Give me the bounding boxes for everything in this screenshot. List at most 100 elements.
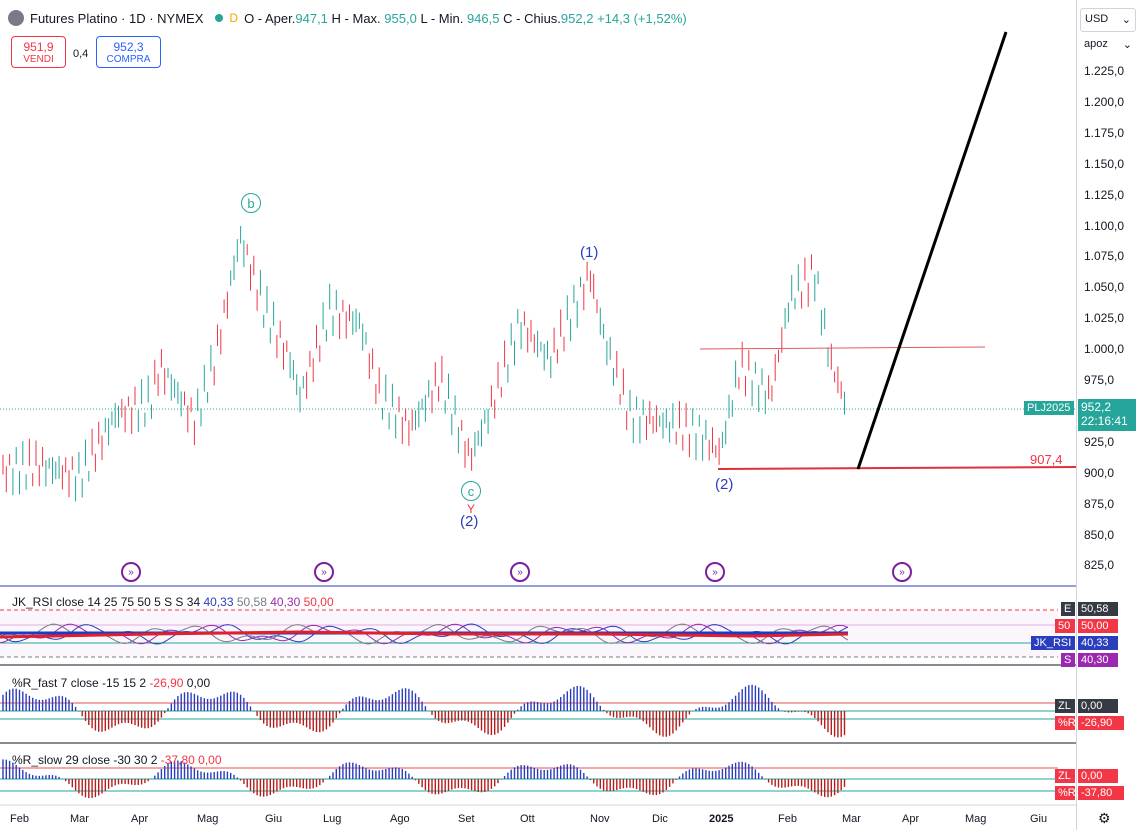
event-arrow-icon[interactable]: »: [510, 562, 530, 582]
symbol-title[interactable]: Futures Platino · 1D · NYMEX: [30, 10, 204, 26]
spread-value: 0,4: [73, 48, 89, 60]
wave-label-c[interactable]: c: [461, 481, 481, 501]
month-label: Lug: [323, 813, 342, 825]
month-label: Giu: [1030, 813, 1048, 825]
rfast-v1: -26,90: [149, 676, 184, 690]
sell-price: 951,9: [23, 40, 54, 54]
open-value: 947,1: [295, 10, 328, 26]
symbol-tag: PLJ2025: [1024, 401, 1074, 415]
wave-label-y[interactable]: Y: [467, 502, 476, 516]
event-arrow-icon[interactable]: »: [892, 562, 912, 582]
settings-gear-icon[interactable]: ⚙: [1098, 810, 1111, 826]
last-price-tag: 952,2 22:16:41: [1078, 399, 1136, 431]
projection-line[interactable]: [856, 31, 1008, 470]
month-label: Feb: [778, 813, 797, 825]
price-tick: 925,0: [1084, 434, 1115, 449]
rslow-title[interactable]: %R_slow 29 close -30 30 2 -37,80 0,00: [12, 753, 222, 767]
wave-label-1[interactable]: (1): [580, 244, 599, 261]
rfast-histogram: [2, 684, 846, 738]
high-label: H - Max.: [331, 10, 381, 26]
rfast-v2: 0,00: [186, 676, 211, 690]
price-tick: 850,0: [1084, 527, 1115, 542]
market-status-icon[interactable]: [215, 14, 224, 22]
month-label: Dic: [652, 813, 668, 825]
rsi-v2: 50,58: [236, 595, 267, 609]
price-tick: 900,0: [1084, 465, 1115, 480]
rslow-tag-r-val: -37,80: [1078, 786, 1124, 800]
rsi-v1: 40,33: [203, 595, 234, 609]
ohlc-values: O - Aper.947,1 H - Max. 955,0 L - Min. 9…: [244, 11, 687, 26]
month-label: Mag: [197, 813, 219, 825]
price-tick: 1.150,0: [1084, 156, 1125, 171]
rsi-tag-s-val: 40,30: [1078, 653, 1118, 667]
last-price-value: 952,2: [1081, 400, 1112, 414]
symbol-header: Futures Platino · 1D · NYMEX D O - Aper.…: [8, 10, 687, 26]
sell-button[interactable]: 951,9 VENDI: [11, 36, 66, 68]
price-tick: 1.025,0: [1084, 311, 1125, 326]
rsi-tag-name-val: 40,33: [1078, 636, 1118, 650]
price-tick: 825,0: [1084, 558, 1115, 573]
price-tick: 1.050,0: [1084, 280, 1125, 295]
rfast-title[interactable]: %R_fast 7 close -15 15 2 -26,90 0,00: [12, 676, 210, 690]
rslow-title-text: %R_slow 29 close -30 30 2: [12, 753, 158, 767]
price-tick: 975,0: [1084, 373, 1115, 387]
scale-mode[interactable]: apoz ⌄: [1080, 34, 1136, 56]
rfast-tag-zl-val: 0,00: [1078, 699, 1118, 713]
support-level-label: 907,4: [1030, 452, 1063, 467]
currency-select[interactable]: USD ⌄: [1080, 8, 1136, 32]
buy-price: 952,3: [113, 40, 144, 54]
rsi-title[interactable]: JK_RSI close 14 25 75 50 5 S S 34 40,33 …: [12, 595, 334, 609]
month-label: Set: [458, 813, 475, 825]
chevron-down-icon: ⌄: [1121, 14, 1131, 26]
month-label: Ago: [390, 813, 410, 825]
rsi-tag-e-val: 50,58: [1078, 602, 1118, 616]
close-value: 952,2: [560, 10, 594, 26]
rfast-title-text: %R_fast 7 close -15 15 2: [12, 676, 147, 690]
month-label: Giu: [265, 813, 283, 825]
rsi-tag-50: 50: [1055, 619, 1075, 633]
wave-label-b[interactable]: b: [241, 193, 261, 213]
countdown-value: 22:16:41: [1081, 414, 1128, 428]
low-value: 946,5: [466, 10, 500, 26]
price-tick: 1.100,0: [1084, 218, 1125, 233]
resistance-line[interactable]: [699, 346, 986, 350]
price-tick: 875,0: [1084, 496, 1115, 511]
month-label: Apr: [131, 813, 149, 825]
price-tick: 1.000,0: [1084, 342, 1125, 357]
price-tick: 1.175,0: [1084, 125, 1125, 140]
month-label: Ott: [520, 813, 535, 825]
scale-mode-label: apoz: [1084, 38, 1108, 50]
wave-label-2a[interactable]: (2): [460, 513, 479, 530]
rsi-red-line: [0, 630, 849, 639]
event-arrow-icon[interactable]: »: [314, 562, 334, 582]
month-label: Mar: [70, 813, 89, 825]
wave-label-2b[interactable]: (2): [715, 476, 734, 493]
delay-badge[interactable]: D: [229, 11, 239, 25]
event-arrow-icon[interactable]: »: [121, 562, 141, 582]
sell-label: VENDI: [23, 54, 54, 65]
rslow-v1: -37,80: [160, 753, 195, 767]
event-arrow-icon[interactable]: »: [705, 562, 725, 582]
month-label: Mar: [842, 813, 861, 825]
rslow-tag-r: %R: [1055, 786, 1076, 800]
rsi-tag-s: S: [1061, 653, 1075, 667]
support-line[interactable]: [717, 466, 1077, 470]
price-tick: 1.125,0: [1084, 187, 1125, 202]
rsi-v4: 50,00: [303, 595, 334, 609]
month-label: 2025: [709, 813, 734, 825]
high-value: 955,0: [384, 10, 417, 26]
month-label: Apr: [902, 813, 920, 825]
month-label: Mag: [965, 813, 987, 825]
buy-button[interactable]: 952,3 COMPRA: [96, 36, 161, 68]
rfast-tag-zl: ZL: [1055, 699, 1075, 713]
rslow-v2: 0,00: [198, 753, 222, 767]
month-label: Feb: [10, 813, 29, 825]
rfast-tag-r: %R: [1055, 716, 1076, 730]
rslow-tag-zl-val: 0,00: [1078, 769, 1118, 783]
rsi-tag-name: JK_RSI: [1031, 636, 1075, 650]
rslow-tag-zl: ZL: [1055, 769, 1075, 783]
price-bars: [2, 225, 845, 502]
price-tick: 1.200,0: [1084, 94, 1125, 109]
change-value: +14,3 (+1,52%): [597, 10, 687, 26]
